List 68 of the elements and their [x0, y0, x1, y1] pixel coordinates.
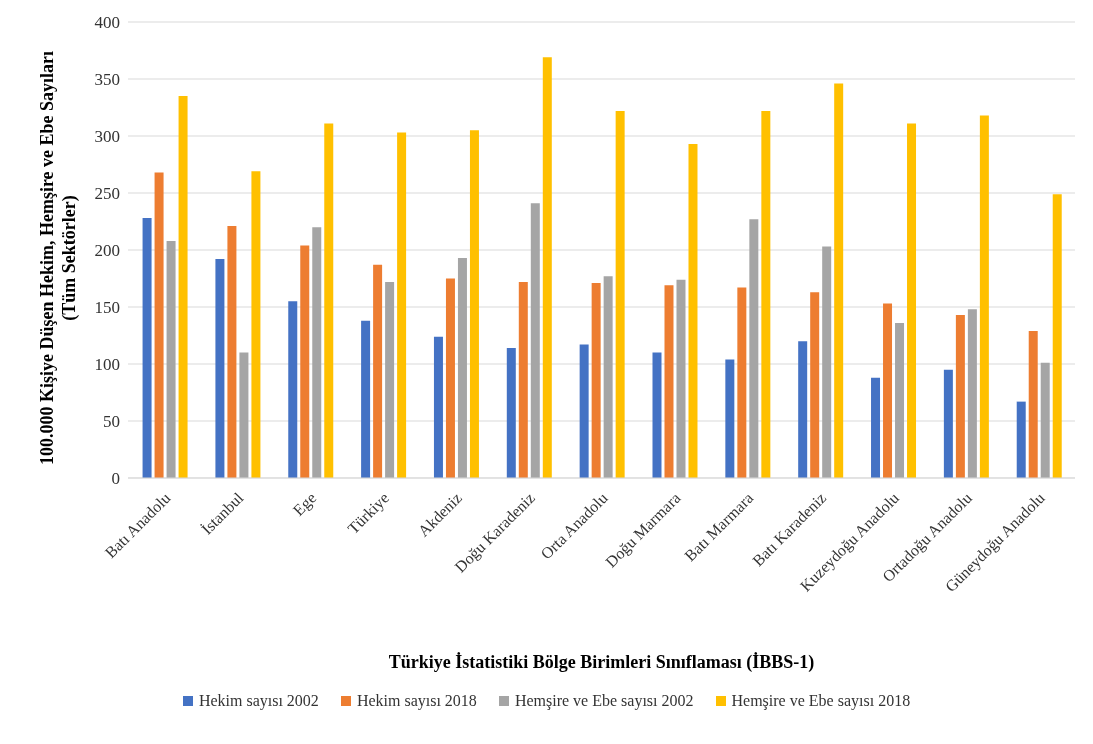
x-axis-title: Türkiye İstatistiki Bölge Birimleri Sınıflaması (İBBS-1) [388, 652, 815, 673]
bar [1016, 401, 1026, 478]
bar [761, 110, 771, 478]
y-tick-label: 250 [94, 184, 120, 204]
bar [433, 336, 443, 478]
bar [822, 246, 832, 478]
y-tick-label: 400 [94, 13, 120, 33]
bar [385, 281, 395, 478]
bar [506, 348, 516, 478]
bar [251, 171, 261, 478]
legend-label: Hemşire ve Ebe sayısı 2018 [730, 692, 911, 710]
y-tick-label: 100 [94, 355, 120, 375]
bar [737, 287, 747, 478]
bar [542, 57, 552, 478]
bar [798, 341, 808, 478]
bar [676, 279, 686, 478]
bar [943, 369, 953, 478]
bar [1040, 362, 1050, 478]
bar [288, 301, 298, 478]
bar [688, 143, 698, 478]
y-tick-label: 150 [94, 298, 120, 318]
bar [749, 219, 759, 478]
bar [725, 359, 735, 478]
bar [142, 218, 152, 478]
y-tick-label: 300 [94, 127, 120, 147]
y-tick-label: 350 [94, 70, 120, 90]
bar [810, 292, 820, 478]
bar [1028, 330, 1038, 478]
y-tick-label: 0 [111, 469, 120, 489]
bar [579, 344, 589, 478]
bar [664, 285, 674, 478]
y-tick-label: 50 [103, 412, 120, 432]
y-axis-title: 100.000 Kişiye Düşen Hekim, Hemşire ve Ebe Sayıları (Tüm Sektörler) [37, 50, 80, 466]
bar [239, 352, 249, 478]
bar [166, 240, 176, 478]
bar [373, 264, 383, 478]
bar [457, 257, 467, 478]
bar [154, 172, 164, 478]
bar [955, 314, 965, 478]
bar [591, 283, 601, 478]
legend-label: Hekim sayısı 2018 [355, 692, 477, 710]
bar [469, 130, 479, 478]
bar [967, 309, 977, 478]
legend-label: Hemşire ve Ebe sayısı 2002 [513, 692, 694, 710]
bar [518, 281, 528, 478]
bar [324, 123, 334, 478]
bar [603, 276, 613, 478]
bar [312, 227, 322, 478]
bar [883, 303, 893, 478]
bar [907, 123, 917, 478]
bar [895, 322, 905, 478]
bar [361, 320, 371, 478]
x-tick-label: Ege [289, 489, 321, 520]
bar [300, 245, 310, 478]
bar [652, 352, 662, 478]
bar [445, 278, 455, 478]
legend-label: Hekim sayısı 2002 [197, 692, 319, 710]
y-tick-label: 200 [94, 241, 120, 261]
bar [530, 203, 540, 478]
bar [615, 110, 625, 478]
bar [1052, 194, 1062, 478]
bar [834, 83, 844, 478]
bar [979, 115, 989, 478]
bar [871, 377, 881, 478]
bar [227, 226, 237, 478]
bar [397, 132, 407, 478]
bar [178, 96, 188, 478]
bar [215, 259, 225, 478]
